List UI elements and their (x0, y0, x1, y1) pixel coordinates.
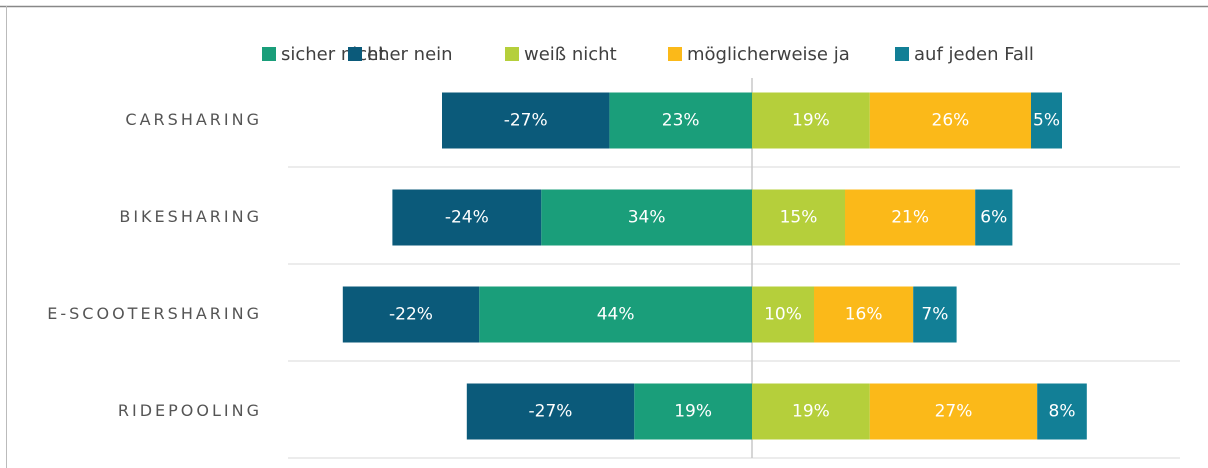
legend-swatch (895, 47, 909, 61)
value-label: 10% (764, 305, 802, 325)
value-label: 8% (1049, 402, 1076, 422)
bar-segment (442, 92, 610, 149)
bar-segment (1031, 92, 1062, 149)
category-label: CARSHARING (125, 110, 262, 129)
bar-segment (752, 286, 814, 343)
bar-segment (913, 286, 957, 343)
bar-segment (634, 383, 752, 440)
value-label: 21% (891, 208, 929, 228)
value-label: 44% (597, 305, 635, 325)
bar-segment (845, 189, 976, 246)
value-label: 23% (662, 111, 700, 131)
bar-segment (814, 286, 914, 343)
bar-segment (1037, 383, 1087, 440)
bar-segment (609, 92, 752, 149)
value-label: -27% (504, 111, 548, 131)
value-label: 19% (792, 402, 830, 422)
category-label: BIKESHARING (119, 207, 262, 226)
bar-segment (869, 383, 1038, 440)
bar-segment (479, 286, 752, 343)
bar-segment (392, 189, 542, 246)
legend-swatch (348, 47, 362, 61)
value-label: -24% (445, 208, 489, 228)
legend-label: eher nein (367, 44, 453, 65)
legend-label: weiß nicht (524, 44, 617, 65)
bar-segment (975, 189, 1013, 246)
value-label: -27% (529, 402, 573, 422)
value-label: 19% (792, 111, 830, 131)
category-label: E-SCOOTERSHARING (47, 304, 262, 323)
legend-swatch (505, 47, 519, 61)
category-label: RIDEPOOLING (118, 401, 262, 420)
legend-label: auf jeden Fall (914, 44, 1034, 65)
value-label: 34% (628, 208, 666, 228)
value-label: 6% (980, 208, 1007, 228)
value-label: 27% (935, 402, 973, 422)
value-label: 26% (932, 111, 970, 131)
value-label: 7% (921, 305, 948, 325)
bar-segment (342, 286, 480, 343)
value-label: 5% (1033, 111, 1060, 131)
bar-segment (869, 92, 1031, 149)
bar-segment (541, 189, 752, 246)
value-label: 16% (845, 305, 883, 325)
bar-segment (752, 383, 870, 440)
bar-segment (752, 189, 845, 246)
value-label: 19% (674, 402, 712, 422)
bar-segment (752, 92, 870, 149)
legend-swatch (262, 47, 276, 61)
legend-label: möglicherweise ja (687, 44, 850, 65)
value-label: 15% (780, 208, 818, 228)
value-label: -22% (389, 305, 433, 325)
bar-segment (466, 383, 635, 440)
legend-swatch (668, 47, 682, 61)
